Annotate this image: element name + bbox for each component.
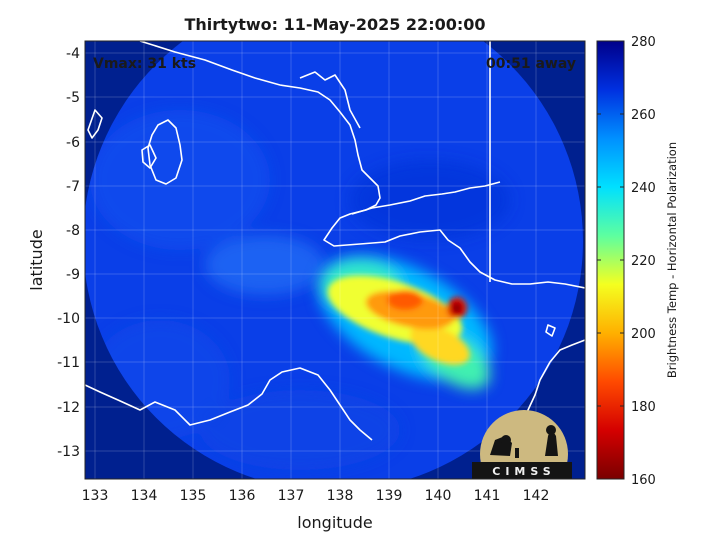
y-tick-label: -7 <box>66 179 80 195</box>
y-tick-label: -10 <box>57 311 80 327</box>
x-tick-label: 138 <box>327 488 354 504</box>
x-axis-label: longitude <box>297 513 372 532</box>
swath-variation <box>90 110 270 250</box>
colorbar-ticks <box>597 113 624 407</box>
x-tick-label: 133 <box>82 488 109 504</box>
swath <box>85 41 583 479</box>
swath-variation <box>350 160 510 240</box>
figure-title: Thirtytwo: 11-May-2025 22:00:00 <box>184 15 485 34</box>
storm-core <box>452 302 462 314</box>
coastline-torres-islands <box>545 324 556 337</box>
coastline-arnhem-land <box>85 367 373 441</box>
coastline-new-guinea-south <box>139 41 585 289</box>
colorbar-label: Brightness Temp - Horizontal Polarizatio… <box>665 142 679 378</box>
x-tick-label: 137 <box>278 488 305 504</box>
x-tick-label: 139 <box>376 488 403 504</box>
y-tick-label: -6 <box>66 135 80 151</box>
grid-lines <box>85 41 585 479</box>
colorbar-tick-label: 200 <box>631 327 656 342</box>
swath-variation <box>205 235 325 295</box>
coastline-small-island <box>87 109 103 139</box>
cimss-logo: CIMSS <box>472 410 572 479</box>
colorbar-tick-label: 260 <box>631 108 656 123</box>
x-tick-label: 135 <box>180 488 207 504</box>
y-axis-label: latitude <box>27 229 46 290</box>
map-area: CIMSS <box>85 41 585 479</box>
coastline-aru-islands <box>141 144 157 169</box>
y-tick-label: -9 <box>66 267 80 283</box>
time-away-label: 00:51 away <box>486 56 576 72</box>
cimss-logo-text: CIMSS <box>492 465 555 478</box>
axes-frame <box>84 40 586 480</box>
y-tick-label: -8 <box>66 223 80 239</box>
storm-deep-convection <box>387 290 423 310</box>
y-tick-label: -5 <box>66 90 80 106</box>
vmax-label: Vmax: 31 kts <box>93 56 196 72</box>
x-tick-label: 140 <box>425 488 452 504</box>
colorbar-tick-label: 240 <box>631 181 656 196</box>
y-tick-label: -11 <box>57 355 80 371</box>
x-tick-label: 136 <box>229 488 256 504</box>
x-tick-label: 141 <box>474 488 501 504</box>
x-tick-labels: 133 134 135 136 137 138 139 140 141 142 <box>82 488 550 504</box>
x-tick-label: 142 <box>523 488 550 504</box>
coastline-new-guinea-inner <box>351 181 501 215</box>
x-tick-label: 134 <box>131 488 158 504</box>
colorbar-tick-label: 180 <box>631 400 656 415</box>
colorbar-tick-labels: 280 260 240 220 200 180 160 <box>631 35 656 488</box>
y-tick-labels: -4 -5 -6 -7 -8 -9 -10 -11 -12 -13 <box>57 46 80 460</box>
colorbar-tick-label: 280 <box>631 35 656 50</box>
colorbar-tick-label: 220 <box>631 254 656 269</box>
storm-band <box>410 325 470 365</box>
swath-variation <box>200 390 400 470</box>
coastline-river-mouth <box>299 71 361 129</box>
y-tick-label: -13 <box>57 444 80 460</box>
y-tick-label: -12 <box>57 400 80 416</box>
colorbar: 280 260 240 220 200 180 160 Brightness T… <box>596 35 679 488</box>
colorbar-gradient <box>596 40 625 480</box>
colorbar-tick-label: 160 <box>631 473 656 488</box>
y-tick-label: -4 <box>66 46 80 62</box>
